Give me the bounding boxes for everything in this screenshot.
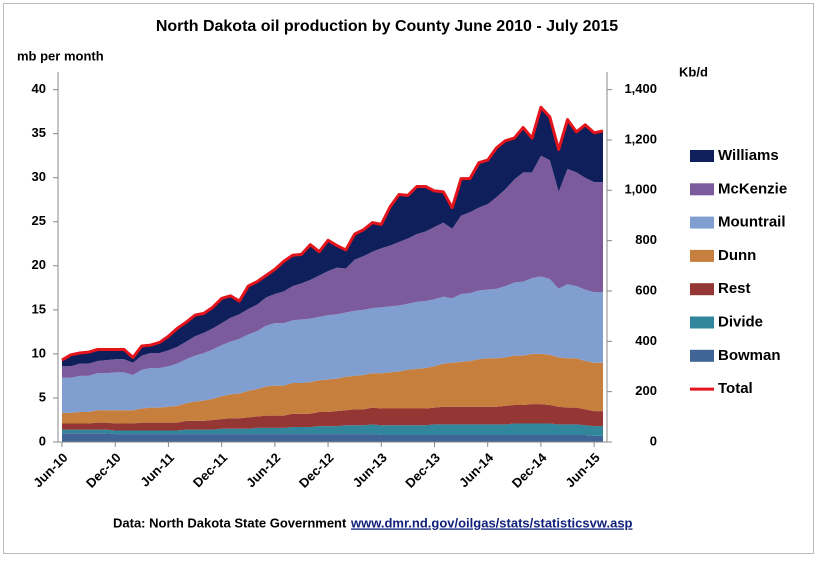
y2-axis-label: Kb/d <box>679 64 708 79</box>
y-tick-label: 0 <box>39 433 46 448</box>
legend-swatch <box>690 316 714 329</box>
area <box>62 353 603 424</box>
y2-tick-label: 1,200 <box>624 131 657 146</box>
source-text: Data: North Dakota State Government <box>113 515 347 530</box>
area <box>62 404 603 431</box>
y-tick-label: 15 <box>32 301 46 316</box>
y-tick-label: 40 <box>32 81 46 96</box>
area <box>62 433 603 442</box>
area <box>62 107 603 367</box>
y2-tick-label: 600 <box>635 282 657 297</box>
y2-tick-label: 1,400 <box>624 81 657 96</box>
area <box>62 276 603 413</box>
source-link[interactable]: www.dmr.nd.gov/oilgas/stats/statisticsvw… <box>350 515 633 530</box>
y-tick-label: 5 <box>39 389 46 404</box>
legend-swatch <box>690 183 714 196</box>
y2-tick-label: 200 <box>635 383 657 398</box>
legend-swatch <box>690 216 714 229</box>
legend-label: Williams <box>718 147 779 164</box>
y-axis-label: mb per month <box>17 48 104 63</box>
y-tick-label: 10 <box>32 345 46 360</box>
y2-tick-label: 0 <box>650 433 657 448</box>
legend-label: McKenzie <box>718 180 787 197</box>
y2-tick-label: 800 <box>635 232 657 247</box>
y-tick-label: 35 <box>32 125 46 140</box>
legend-label: Dunn <box>718 247 756 264</box>
y-tick-label: 25 <box>32 213 46 228</box>
y-tick-label: 30 <box>32 169 46 184</box>
legend-swatch <box>690 349 714 362</box>
legend-swatch <box>690 150 714 162</box>
legend-label: Divide <box>718 313 763 330</box>
chart-title: North Dakota oil production by County Ju… <box>156 18 618 35</box>
legend-label: Total <box>718 380 753 397</box>
legend-label: Rest <box>718 280 751 297</box>
legend-label: Mountrail <box>718 214 786 231</box>
total-line <box>61 105 604 362</box>
y2-tick-label: 400 <box>635 333 657 348</box>
y-tick-label: 20 <box>32 257 46 272</box>
area <box>62 155 603 378</box>
legend-swatch <box>690 249 714 262</box>
y2-tick-label: 1,000 <box>624 182 657 197</box>
legend-label: Bowman <box>718 347 781 364</box>
area <box>62 423 603 436</box>
legend-swatch <box>690 283 714 296</box>
